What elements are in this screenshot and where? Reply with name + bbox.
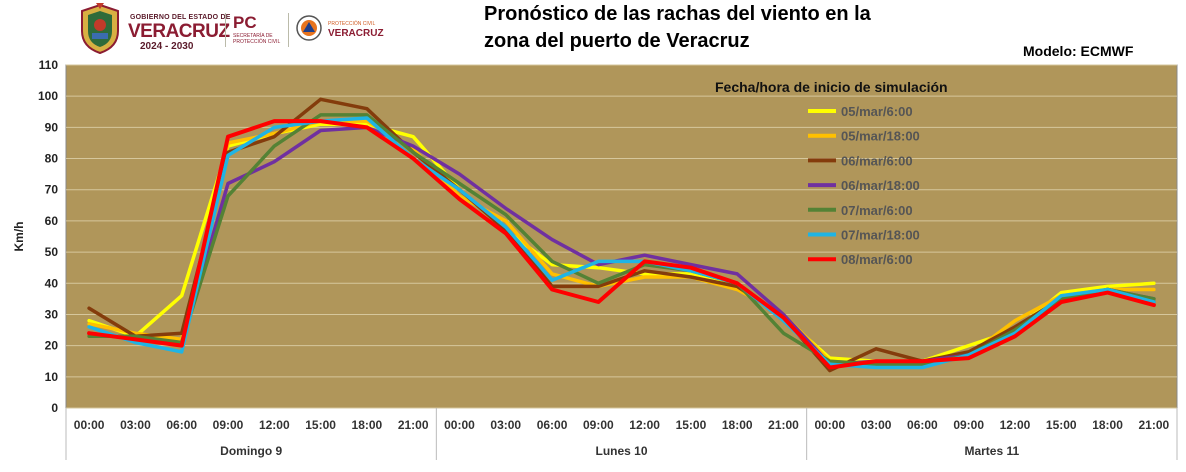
x-tick-label: 03:00 (490, 418, 521, 432)
x-tick-label: 00:00 (74, 418, 105, 432)
y-tick-label: 40 (45, 276, 59, 290)
model-label: Modelo: ECMWF (1023, 43, 1134, 59)
gov-years-text: 2024 - 2030 (140, 41, 194, 52)
legend-title: Fecha/hora de inicio de simulación (715, 79, 948, 95)
y-axis-label: Km/h (12, 222, 26, 252)
x-tick-label: 00:00 (444, 418, 475, 432)
plot-area (65, 64, 1178, 409)
y-tick-label: 110 (39, 58, 59, 72)
x-tick-label: 12:00 (629, 418, 660, 432)
legend-entry: 06/mar/6:00 (841, 153, 913, 168)
y-tick-label: 10 (45, 370, 59, 384)
legend-entry: 08/mar/6:00 (841, 252, 913, 267)
chart-title-line1: Pronóstico de las rachas del viento en l… (484, 3, 871, 25)
x-tick-label: 03:00 (861, 418, 892, 432)
series-line-3 (87, 97, 1156, 373)
y-tick-label: 90 (45, 120, 59, 134)
x-tick-label: 18:00 (722, 418, 753, 432)
y-tick-label: 100 (38, 89, 58, 103)
x-tick-label: 06:00 (907, 418, 938, 432)
series-line-7 (87, 119, 1156, 370)
pcv-logo-text: VERACRUZ (328, 28, 384, 39)
day-label: Martes 11 (964, 444, 1019, 458)
x-tick-label: 09:00 (213, 418, 244, 432)
y-tick-label: 50 (45, 245, 59, 259)
y-tick-label: 20 (45, 339, 59, 353)
x-tick-label: 18:00 (1092, 418, 1123, 432)
x-tick-label: 21:00 (1139, 418, 1170, 432)
y-tick-label: 0 (51, 401, 58, 415)
y-tick-label: 60 (45, 214, 59, 228)
series-line-6 (87, 116, 1156, 370)
legend-entry: 07/mar/18:00 (841, 228, 920, 243)
x-tick-label: 09:00 (953, 418, 984, 432)
legend-entry: 06/mar/18:00 (841, 178, 920, 193)
x-tick-label: 06:00 (537, 418, 568, 432)
civil-protection-emblem-icon (296, 15, 322, 41)
header: GOBIERNO DEL ESTADO DE VERACRUZ 2024 - 2… (0, 0, 1186, 60)
x-tick-label: 21:00 (768, 418, 799, 432)
x-tick-label: 00:00 (814, 418, 845, 432)
logo-divider (225, 13, 226, 47)
x-tick-label: 15:00 (1046, 418, 1077, 432)
gov-big-text: VERACRUZ (128, 21, 230, 42)
x-tick-label: 18:00 (352, 418, 383, 432)
pc-subtext: SECRETARÍA DE PROTECCIÓN CIVIL (233, 33, 281, 45)
pcv-subtext: PROTECCIÓN CIVIL (328, 21, 376, 27)
pc-logo-text: PC (233, 13, 257, 32)
y-tick-label: 30 (45, 307, 59, 321)
x-tick-label: 06:00 (166, 418, 197, 432)
y-tick-label: 70 (45, 183, 59, 197)
gov-small-text: GOBIERNO DEL ESTADO DE (130, 14, 231, 21)
legend-entry: 07/mar/6:00 (841, 203, 913, 218)
legend-entry: 05/mar/6:00 (841, 104, 913, 119)
legend-entry: 05/mar/18:00 (841, 129, 920, 144)
logo-divider (288, 13, 289, 47)
veracruz-shield-icon (81, 3, 119, 55)
x-tick-label: 03:00 (120, 418, 151, 432)
y-tick-label: 80 (45, 152, 59, 166)
x-tick-label: 09:00 (583, 418, 614, 432)
x-tick-label: 15:00 (305, 418, 336, 432)
x-tick-label: 15:00 (676, 418, 707, 432)
x-tick-label: 12:00 (1000, 418, 1031, 432)
x-tick-label: 21:00 (398, 418, 429, 432)
x-tick-label: 12:00 (259, 418, 290, 432)
day-label: Lunes 10 (595, 444, 647, 458)
day-label: Domingo 9 (220, 444, 282, 458)
chart-title-line2: zona del puerto de Veracruz (484, 30, 750, 52)
